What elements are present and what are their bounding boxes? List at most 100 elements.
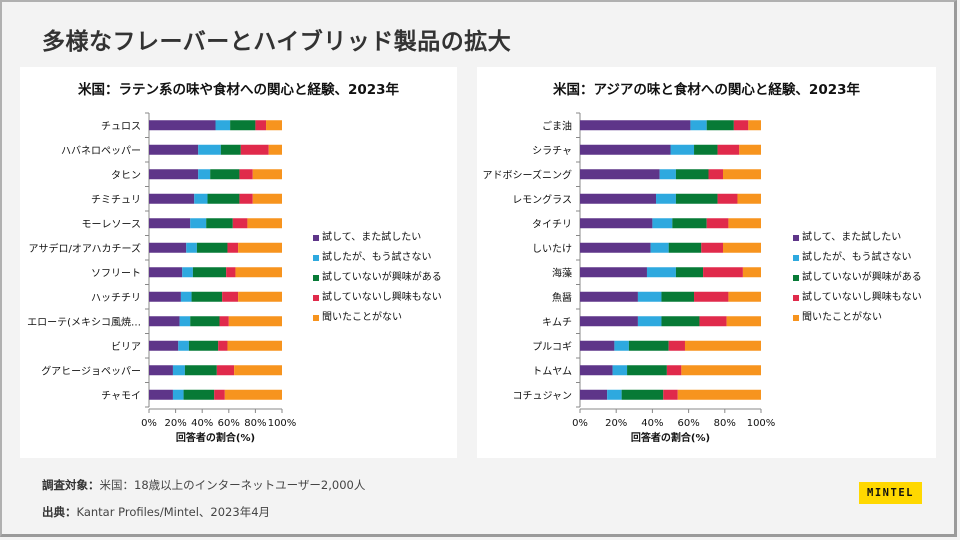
bar-segment — [659, 169, 676, 180]
mintel-logo: MINTEL — [859, 482, 922, 504]
category-label: アサデロ/オアハカチーズ — [29, 242, 141, 255]
bar-segment — [580, 340, 615, 351]
legend-label: 試していないが興味がある — [322, 272, 442, 283]
bar-segment — [183, 389, 215, 400]
x-tick-label: 80% — [244, 418, 266, 429]
bar-segment — [206, 218, 233, 229]
bar-segment — [192, 267, 227, 278]
bar-segment — [255, 120, 267, 131]
x-axis-title: 回答者の割合(%) — [631, 431, 710, 444]
bar-segment — [172, 389, 184, 400]
bar-segment — [580, 365, 613, 376]
chart-title: 米国：アジアの味と食材への関心と経験、2023年 — [552, 82, 861, 98]
x-axis-title: 回答者の割合(%) — [176, 431, 255, 444]
bar-segment — [215, 120, 231, 131]
category-label: プルコギ — [532, 341, 572, 353]
bar-segment — [652, 218, 673, 229]
x-tick-label: 100% — [747, 418, 776, 429]
chart-legend: 試して、また試したい 試したが、もう試さない 試していないが興味がある 試していないし… — [313, 228, 442, 328]
bar-segment — [672, 218, 707, 229]
bar-segment — [216, 365, 235, 376]
source-label: 出典： — [42, 505, 77, 519]
bar-segment — [239, 193, 253, 204]
bar-segment — [149, 169, 199, 180]
category-label: チャモイ — [101, 390, 141, 402]
bar-segment — [186, 242, 197, 253]
category-label: 魚醤 — [552, 291, 572, 304]
x-tick-label: 80% — [714, 418, 736, 429]
bar-segment — [621, 389, 664, 400]
bar-segment — [198, 144, 221, 155]
bar-segment — [234, 365, 282, 376]
bar-segment — [207, 193, 240, 204]
legend-label: 試していないが興味がある — [802, 272, 922, 283]
chart-legend: 試して、また試したい 試したが、もう試さない 試していないが興味がある 試していないし… — [793, 228, 922, 328]
legend-label: 試していないし興味もない — [322, 292, 442, 303]
bar-segment — [149, 389, 173, 400]
category-label: コチュジャン — [513, 390, 573, 402]
x-tick-label: 20% — [605, 418, 627, 429]
bar-segment — [182, 267, 193, 278]
bar-segment — [188, 340, 219, 351]
bar-segment — [717, 193, 738, 204]
bar-segment — [650, 242, 669, 253]
legend-label: 試していないし興味もない — [802, 292, 922, 303]
bar-segment — [708, 169, 723, 180]
category-label: チミチュリ — [91, 194, 141, 206]
bar-segment — [240, 144, 269, 155]
category-label: グアヒージョペッパー — [41, 364, 141, 377]
bar-segment — [663, 389, 678, 400]
bar-segment — [178, 340, 189, 351]
legend-label: 試したが、もう試さない — [802, 252, 912, 263]
legend-item: 聞いたことがない — [313, 308, 442, 328]
survey-label: 調査対象： — [42, 478, 100, 492]
bar-segment — [661, 316, 700, 327]
category-label: ごま油 — [542, 119, 572, 132]
bar-segment — [737, 193, 761, 204]
survey-note: 調査対象：米国：18歳以上のインターネットユーザー2,000人 — [42, 477, 365, 493]
bar-segment — [607, 389, 622, 400]
bar-segment — [646, 267, 676, 278]
legend-swatch — [793, 275, 799, 281]
bar-segment — [675, 193, 718, 204]
legend-label: 試して、また試したい — [322, 232, 422, 243]
legend-swatch — [313, 315, 319, 321]
bar-segment — [628, 340, 669, 351]
bar-segment — [722, 169, 761, 180]
x-tick-label: 40% — [191, 418, 213, 429]
page-title: 多様なフレーバーとハイブリッド製品の拡大 — [42, 29, 512, 55]
bar-segment — [219, 316, 229, 327]
bar-segment — [227, 242, 239, 253]
bar-segment — [180, 291, 192, 302]
bar-segment — [580, 242, 651, 253]
bar-segment — [239, 169, 253, 180]
bar-segment — [198, 169, 211, 180]
bar-segment — [580, 169, 660, 180]
bar-segment — [670, 144, 695, 155]
bar-segment — [247, 218, 282, 229]
bar-segment — [699, 316, 727, 327]
bar-segment — [214, 389, 225, 400]
bar-segment — [266, 120, 282, 131]
category-label: トムヤム — [532, 365, 572, 377]
bar-segment — [190, 218, 207, 229]
x-tick-label: 0% — [572, 418, 588, 429]
category-label: アドボシーズニング — [483, 168, 573, 181]
legend-item: 試したが、もう試さない — [793, 248, 922, 268]
bar-segment — [580, 218, 653, 229]
bar-segment — [694, 291, 729, 302]
bar-segment — [227, 340, 282, 351]
bar-segment — [149, 120, 216, 131]
bar-segment — [742, 267, 761, 278]
legend-item: 試して、また試したい — [313, 228, 442, 248]
bar-segment — [580, 291, 638, 302]
bar-segment — [210, 169, 240, 180]
bar-segment — [661, 291, 695, 302]
bar-segment — [690, 120, 707, 131]
legend-label: 試したが、もう試さない — [322, 252, 432, 263]
bar-segment — [733, 120, 749, 131]
bar-segment — [656, 193, 676, 204]
category-label: タイチリ — [532, 218, 572, 230]
bar-segment — [728, 291, 761, 302]
bar-segment — [701, 242, 723, 253]
